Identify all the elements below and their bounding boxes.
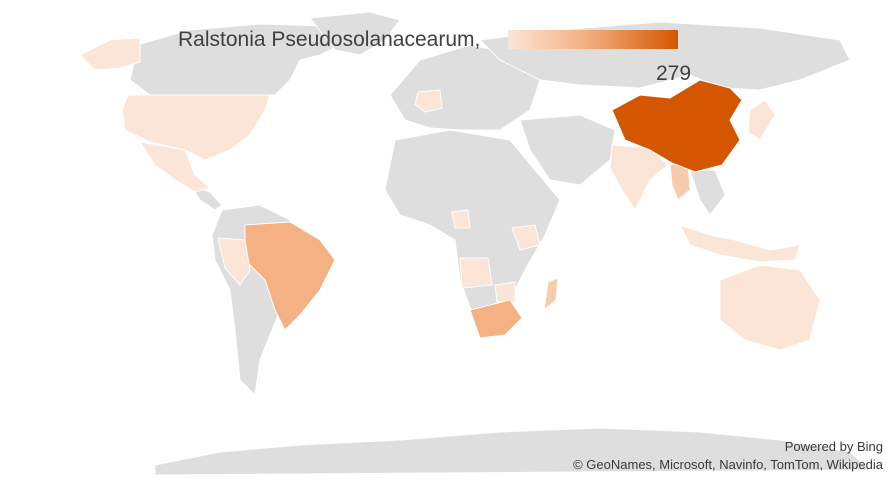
region-madagascar: [543, 277, 559, 311]
middle-east-land: [519, 114, 616, 186]
region-zimbabwe: [494, 281, 516, 303]
map-attribution: Powered by Bing © GeoNames, Microsoft, N…: [573, 438, 883, 474]
region-angola: [459, 257, 493, 289]
region-united-states: [121, 94, 271, 161]
region-australia: [719, 264, 821, 351]
region-peru: [217, 237, 251, 286]
region-kenya: [511, 224, 541, 251]
region-indonesia: [679, 224, 801, 263]
region-japan: [747, 99, 776, 141]
greenland-land: [309, 11, 401, 56]
credits-label: © GeoNames, Microsoft, Navinfo, TomTom, …: [573, 457, 883, 472]
region-china: [611, 79, 743, 173]
southeast-asia-land: [689, 169, 726, 216]
legend-max-label: 279: [656, 62, 692, 85]
region-france: [414, 89, 443, 113]
region-south-africa: [469, 299, 523, 339]
legend-color-scale: [508, 30, 678, 49]
map-title: Ralstonia Pseudosolanacearum,: [178, 28, 481, 51]
data-regions: [79, 37, 821, 351]
region-cameroon: [451, 209, 471, 229]
region-brazil: [244, 221, 336, 331]
antarctica-land: [154, 427, 871, 476]
region-mexico: [139, 141, 211, 193]
powered-by-label: Powered by Bing: [784, 439, 883, 454]
canada-land: [129, 23, 351, 97]
region-alaska: [79, 37, 141, 71]
